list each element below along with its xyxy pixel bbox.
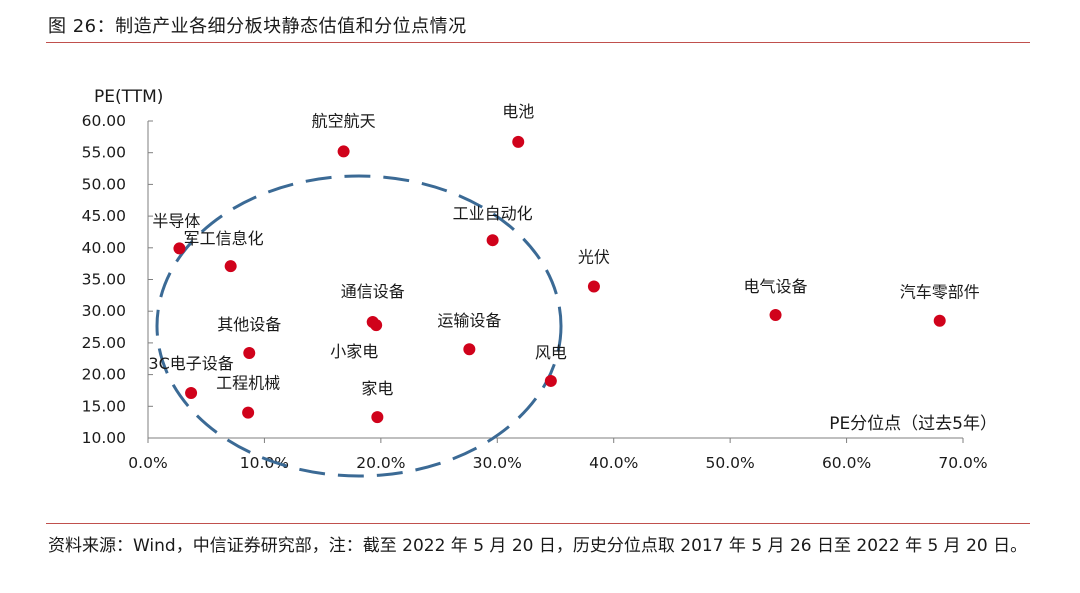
- ellipse-layer: [155, 174, 563, 478]
- y-tick-label: 40.00: [82, 239, 126, 257]
- y-tick-label: 20.00: [82, 366, 126, 384]
- data-point: [486, 234, 499, 247]
- x-axis-title: PE分位点（过去5年）: [829, 414, 997, 434]
- point-label: 电气设备: [744, 277, 808, 296]
- data-point: [544, 374, 557, 387]
- point-label: 光伏: [578, 247, 610, 266]
- y-tick-label: 55.00: [82, 144, 126, 162]
- data-point: [463, 343, 476, 356]
- x-tick-label: 60.0%: [822, 454, 871, 472]
- x-tick-label: 50.0%: [706, 454, 755, 472]
- source-note: 资料来源：Wind，中信证券研究部，注：截至 2022 年 5 月 20 日，历…: [48, 536, 1028, 556]
- data-point: [337, 145, 350, 158]
- y-tick-label: 25.00: [82, 334, 126, 352]
- data-point: [371, 411, 384, 424]
- point-label: 工程机械: [216, 374, 280, 393]
- title-rule: [46, 42, 1030, 43]
- data-point: [173, 242, 186, 255]
- point-label: 通信设备: [341, 282, 405, 301]
- data-point: [185, 386, 198, 399]
- x-tick-label: 70.0%: [938, 454, 987, 472]
- data-point: [243, 347, 256, 360]
- axes: 10.00 15.00 20.00 25.00 30.00 35.00 40.00 45.00…: [82, 87, 997, 472]
- point-label: 其他设备: [217, 315, 281, 334]
- point-label: 风电: [535, 343, 567, 362]
- x-tick-label: 20.0%: [356, 454, 405, 472]
- y-tick-label: 35.00: [82, 271, 126, 289]
- point-label: 电池: [502, 102, 534, 121]
- data-point: [370, 319, 383, 332]
- y-tick-label: 50.00: [82, 175, 126, 193]
- point-label: 3C电子设备: [148, 354, 233, 373]
- x-tick-label: 0.0%: [128, 454, 167, 472]
- cluster-ellipse: [155, 174, 563, 478]
- x-tick-label: 30.0%: [473, 454, 522, 472]
- data-point: [512, 135, 525, 148]
- data-point: [587, 280, 600, 293]
- data-point: [933, 314, 946, 327]
- x-tick-label: 40.0%: [589, 454, 638, 472]
- y-tick-label: 45.00: [82, 207, 126, 225]
- source-rule: [46, 523, 1030, 524]
- point-label: 航空航天: [312, 111, 376, 130]
- scatter-chart: 10.00 15.00 20.00 25.00 30.00 35.00 40.00 45.00…: [82, 87, 997, 478]
- points-layer: [173, 135, 946, 424]
- point-label: 工业自动化: [453, 204, 533, 223]
- point-label: 小家电: [330, 342, 378, 361]
- point-label: 汽车零部件: [900, 283, 980, 302]
- figure-title: 图 26：制造产业各细分板块静态估值和分位点情况: [48, 16, 467, 37]
- data-point: [224, 260, 237, 273]
- point-label: 运输设备: [437, 311, 501, 330]
- y-axis-title: PE(TTM): [94, 87, 163, 107]
- y-tick-label: 30.00: [82, 302, 126, 320]
- point-label: 半导体: [152, 211, 200, 230]
- x-tick-label: 10.0%: [240, 454, 289, 472]
- data-point: [242, 406, 255, 419]
- y-tick-label: 15.00: [82, 397, 126, 415]
- y-tick-label: 60.00: [82, 112, 126, 130]
- data-point: [769, 309, 782, 322]
- point-label: 军工信息化: [184, 229, 264, 248]
- y-tick-label: 10.00: [82, 429, 126, 447]
- point-label: 家电: [361, 379, 393, 398]
